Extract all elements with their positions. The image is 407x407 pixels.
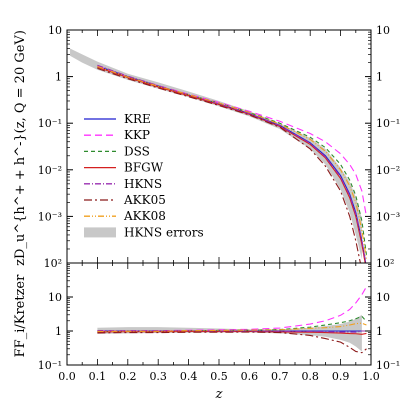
axis-labels: zD_u^{h^+ + h^-}(z, Q = 20 GeV) FF_i/Kret… xyxy=(13,30,223,402)
series-line-bfgw xyxy=(97,330,367,335)
error-band xyxy=(97,314,362,352)
y-axis-label-bottom: FF_i/Kretzer xyxy=(13,274,28,357)
x-tick-label: 0.6 xyxy=(241,370,259,383)
series-line-hkns xyxy=(97,330,367,333)
legend-label: DSS xyxy=(124,144,150,158)
legend-label: AKK08 xyxy=(123,209,166,223)
y-tick-label-right: 1 xyxy=(376,325,383,338)
legend-swatch-band xyxy=(84,227,116,238)
x-tick-label: 0.2 xyxy=(119,370,137,383)
x-tick-label: 0.1 xyxy=(89,370,107,383)
x-tick-label: 0.9 xyxy=(332,370,350,383)
y-tick-label-right: 10 xyxy=(376,291,390,304)
y-tick-label: 10⁻¹ xyxy=(38,117,62,130)
y-tick-label: 10⁻³ xyxy=(38,210,62,223)
y-tick-label-right: 10⁻³ xyxy=(376,210,400,223)
legend-label: KKP xyxy=(124,128,150,142)
series-line-dss xyxy=(97,66,367,255)
plot-frame xyxy=(66,262,372,366)
y-axis-label-top: zD_u^{h^+ + h^-}(z, Q = 20 GeV) xyxy=(13,30,28,266)
y-tick-label: 10 xyxy=(48,24,62,37)
x-tick-label: 1.0 xyxy=(362,370,380,383)
x-tick-label: 0.7 xyxy=(271,370,289,383)
y-tick-label: 10⁻² xyxy=(38,164,62,177)
series-line-akk05 xyxy=(97,331,367,354)
legend-label: BFGW xyxy=(124,161,164,175)
top-panel: 10 1 10⁻¹ 10⁻² 10⁻³ 10 1 10⁻¹ 10⁻² 10⁻³ xyxy=(38,24,400,264)
y-tick-label: 1 xyxy=(55,325,62,338)
series-line-bfgw xyxy=(97,66,366,263)
legend-label: KRE xyxy=(124,112,151,126)
series-line-akk05 xyxy=(97,67,361,263)
x-tick-label: 0.3 xyxy=(149,370,167,383)
legend-label: HKNS xyxy=(124,177,162,191)
x-axis-label: z xyxy=(215,387,223,402)
legend: KRE KKP DSS BFGW HKNS AKK05 AKK08 HKNS errors xyxy=(84,112,204,239)
x-tick-label: 0.0 xyxy=(58,370,76,383)
y-tick-label-right: 10 xyxy=(376,24,390,37)
series-group xyxy=(97,64,367,263)
y-tick-label-right: 10² xyxy=(376,257,394,270)
legend-label: HKNS errors xyxy=(124,225,204,239)
series-line-akk08 xyxy=(97,322,367,332)
y-tick-label: 10 xyxy=(48,291,62,304)
x-tick-label: 0.4 xyxy=(180,370,198,383)
series-line-kkp xyxy=(97,286,367,332)
y-tick-label: 10² xyxy=(44,257,62,270)
legend-label: AKK05 xyxy=(123,193,166,207)
y-tick-label-right: 1 xyxy=(376,71,383,84)
y-tick-label-right: 10⁻¹ xyxy=(376,359,400,372)
y-tick-label: 1 xyxy=(55,71,62,84)
series-line-hkns xyxy=(97,64,367,263)
x-tick-label: 0.8 xyxy=(301,370,319,383)
y-tick-label: 10⁻¹ xyxy=(38,359,62,372)
error-band xyxy=(70,48,362,260)
y-tick-label-right: 10⁻¹ xyxy=(376,117,400,130)
y-tick-label-right: 10⁻² xyxy=(376,164,400,177)
series-group xyxy=(97,286,367,354)
x-tick-label: 0.5 xyxy=(210,370,228,383)
